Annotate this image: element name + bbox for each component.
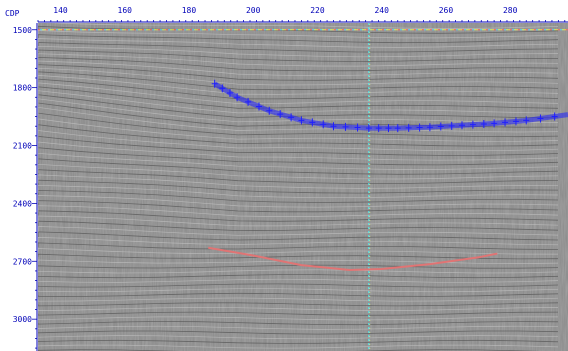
horizon-pick-mark[interactable] — [385, 124, 392, 133]
x-tick-label: 180 — [182, 6, 197, 15]
y-tick-label: 1500 — [13, 26, 32, 35]
horizon-pick-mark[interactable] — [342, 122, 349, 131]
horizon-pick-mark[interactable] — [502, 118, 509, 127]
horizon-picks[interactable] — [211, 79, 568, 133]
y-tick-label: 2700 — [13, 257, 32, 266]
x-tick-label: 220 — [310, 6, 325, 15]
horizon-pick-mark[interactable] — [266, 106, 273, 115]
horizon-pick-mark[interactable] — [405, 123, 412, 132]
y-tick-label: 1800 — [13, 84, 32, 93]
horizon-pick-mark[interactable] — [234, 93, 241, 102]
interpreted-horizon-line[interactable] — [208, 246, 498, 271]
horizon-pick-mark[interactable] — [551, 112, 558, 121]
horizon-pick-mark[interactable] — [459, 121, 465, 130]
horizon-pick-mark[interactable] — [277, 110, 284, 119]
horizon-pick-mark[interactable] — [320, 120, 327, 129]
horizon-pick-mark[interactable] — [426, 123, 433, 132]
horizon-pick-mark[interactable] — [394, 124, 401, 133]
x-tick-label: 160 — [118, 6, 133, 15]
y-tick-label: 3000 — [13, 315, 32, 324]
horizon-pick-mark[interactable] — [211, 79, 218, 88]
horizon-pick-mark[interactable] — [226, 88, 233, 97]
horizon-pick-mark[interactable] — [219, 84, 226, 93]
x-tick-label: 280 — [503, 6, 518, 15]
horizon-pick-mark[interactable] — [469, 120, 476, 129]
y-tick-label: 2400 — [13, 199, 32, 208]
cdp-marker-line[interactable] — [368, 23, 371, 351]
horizon-pick-mark[interactable] — [480, 119, 487, 128]
cdp-axis-title: CDP — [5, 9, 20, 18]
horizon-pick-mark[interactable] — [298, 116, 305, 125]
seismic-image — [38, 23, 568, 351]
x-tick-label: 200 — [246, 6, 261, 15]
horizon-pick-mark[interactable] — [437, 122, 444, 131]
axes: 140 160 180 200 220 240 260 280 1500 1800 2100 2400… — [13, 6, 568, 351]
horizon-pick-mark[interactable] — [537, 114, 544, 123]
horizon-pick-mark[interactable] — [416, 123, 423, 132]
horizon-pick-mark[interactable] — [491, 119, 498, 128]
horizon-pick-mark[interactable] — [309, 118, 316, 127]
horizon-pick-mark[interactable] — [448, 121, 455, 130]
horizon-pick-mark[interactable] — [330, 122, 337, 131]
horizon-pick-mark[interactable] — [375, 124, 382, 133]
horizon-pick-mark[interactable] — [255, 102, 262, 111]
horizon-pick-mark[interactable] — [523, 116, 530, 125]
horizon-pick-mark[interactable] — [288, 113, 295, 122]
x-tick-label: 240 — [374, 6, 389, 15]
horizon-pick-mark[interactable] — [245, 97, 252, 106]
x-tick-label: 140 — [53, 6, 68, 15]
horizon-pick-mark[interactable] — [354, 123, 361, 132]
y-tick-label: 2100 — [13, 142, 32, 151]
horizon-pick-mark[interactable] — [512, 117, 519, 126]
horizon-pick-mark[interactable] — [365, 124, 372, 133]
x-tick-label: 260 — [439, 6, 454, 15]
